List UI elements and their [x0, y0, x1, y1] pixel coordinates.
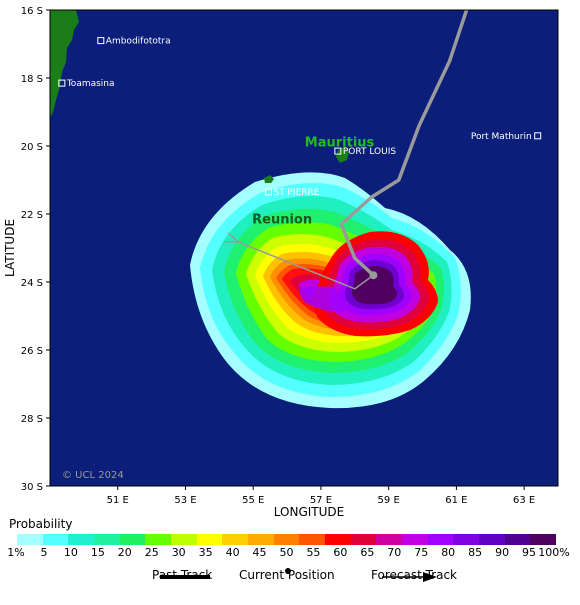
madagascar-land: [50, 10, 79, 118]
past-track: [339, 10, 469, 277]
place-marker: [58, 79, 66, 87]
current-position-key-dot: [285, 568, 291, 574]
copyright-text: © UCL 2024: [62, 470, 124, 481]
legend-color-swatch: [171, 534, 197, 545]
forecast-track: [236, 241, 374, 290]
island-label: Reunion: [252, 212, 312, 227]
latitude-tick-label: 20 S: [21, 142, 43, 153]
legend-label: 75: [414, 546, 429, 559]
legend-label: 55: [306, 546, 321, 559]
legend-color-swatch: [530, 534, 557, 545]
probability-color-bar: [17, 534, 557, 545]
longitude-tick-label: 53 E: [174, 495, 196, 506]
latitude-tick-label: 16 S: [21, 6, 43, 17]
legend-color-swatch: [402, 534, 428, 545]
place-marker: [97, 37, 105, 45]
place-label: PORT LOUIS: [343, 147, 396, 157]
legend-label: 40: [225, 546, 240, 559]
latitude-tick-label: 30 S: [21, 482, 43, 493]
legend-label: 95: [522, 546, 537, 559]
place-label: Toamasina: [66, 79, 115, 89]
legend-label: 10: [63, 546, 78, 559]
legend-color-swatch: [453, 534, 480, 545]
legend-label: 35: [198, 546, 213, 559]
legend-label: 30: [171, 546, 186, 559]
legend-color-swatch: [42, 534, 69, 545]
reunion-land: [264, 175, 274, 183]
legend-color-swatch: [145, 534, 172, 545]
places-layer: Ambodifototra Toamasina PORT LOUIS Port Mat…: [58, 37, 542, 198]
legend-color-swatch: [248, 534, 274, 545]
mauritius-land: [336, 146, 349, 163]
legend-label: 25: [144, 546, 159, 559]
longitude-tick-label: 61 E: [445, 495, 467, 506]
legend-color-swatch: [119, 534, 146, 545]
latitude-tick-label: 28 S: [21, 414, 43, 425]
place-label: Port Mathurin: [471, 132, 532, 142]
legend-label: 70: [387, 546, 402, 559]
map-frame: [49, 9, 559, 487]
longitude-tick-label: 63 E: [513, 495, 535, 506]
legend-label: 1%: [7, 546, 25, 559]
legend-color-swatch: [273, 534, 300, 545]
longitude-tick-label: 57 E: [310, 495, 332, 506]
legend-color-swatch: [94, 534, 120, 545]
latitude-tick-label: 18 S: [21, 74, 43, 85]
legend-color-swatch: [222, 534, 249, 545]
probability-labels: 1% 5 10 15 20 25 30 35 40 45 50 55 60 65 70 75 80 85 90 95 1…: [0, 546, 580, 560]
legend-color-swatch: [479, 534, 505, 545]
legend-color-swatch: [299, 534, 326, 545]
latitude-tick-label: 24 S: [21, 278, 43, 289]
legend-label: 60: [333, 546, 348, 559]
legend-color-swatch: [68, 534, 95, 545]
longitude-ticks: 51 E 53 E 55 E 57 E 59 E 61 E 63 E: [107, 486, 535, 506]
latitude-tick-label: 22 S: [21, 210, 43, 221]
legend-label: 5: [40, 546, 48, 559]
latitude-tick-label: 26 S: [21, 346, 43, 357]
legend-label: 80: [441, 546, 456, 559]
longitude-tick-label: 51 E: [107, 495, 129, 506]
legend-color-swatch: [17, 534, 43, 545]
legend-color-swatch: [376, 534, 403, 545]
legend-color-swatch: [504, 534, 531, 545]
legend-label: 15: [90, 546, 105, 559]
legend-color-swatch: [350, 534, 377, 545]
probability-swath: [190, 172, 471, 409]
place-marker: [334, 147, 342, 155]
past-track-key-label: Past Track: [152, 568, 213, 582]
legend-label: 85: [468, 546, 483, 559]
legend-color-swatch: [427, 534, 454, 545]
island-label: Mauritius: [305, 136, 375, 151]
place-marker: [264, 188, 272, 196]
forecast-track-key-label: Forecast Track: [371, 568, 457, 582]
legend-title: Probability: [9, 517, 73, 531]
latitude-ticks: 16 S 18 S 20 S 22 S 24 S 26 S 28 S 30 S: [21, 6, 50, 493]
legend-label: 45: [252, 546, 267, 559]
current-position-key-label: Current Position: [239, 568, 335, 582]
legend-label: 90: [495, 546, 510, 559]
current-position-marker: [369, 271, 378, 280]
legend-color-swatch: [325, 534, 351, 545]
legend-label: 100%: [538, 546, 570, 559]
legend-label: 50: [279, 546, 294, 559]
legend-label: 65: [360, 546, 375, 559]
place-label: Ambodifototra: [106, 37, 171, 47]
islands-layer: Mauritius Reunion: [252, 136, 374, 228]
legend-color-swatch: [196, 534, 223, 545]
longitude-tick-label: 59 E: [378, 495, 400, 506]
legend-label: 20: [117, 546, 132, 559]
longitude-axis-title: LONGITUDE: [274, 505, 344, 519]
place-label: ST PIERRE: [273, 188, 319, 198]
place-marker: [534, 132, 542, 140]
latitude-axis-title: LATITUDE: [3, 219, 17, 277]
forecast-track-key-arrowhead: [423, 572, 437, 582]
longitude-tick-label: 55 E: [242, 495, 264, 506]
